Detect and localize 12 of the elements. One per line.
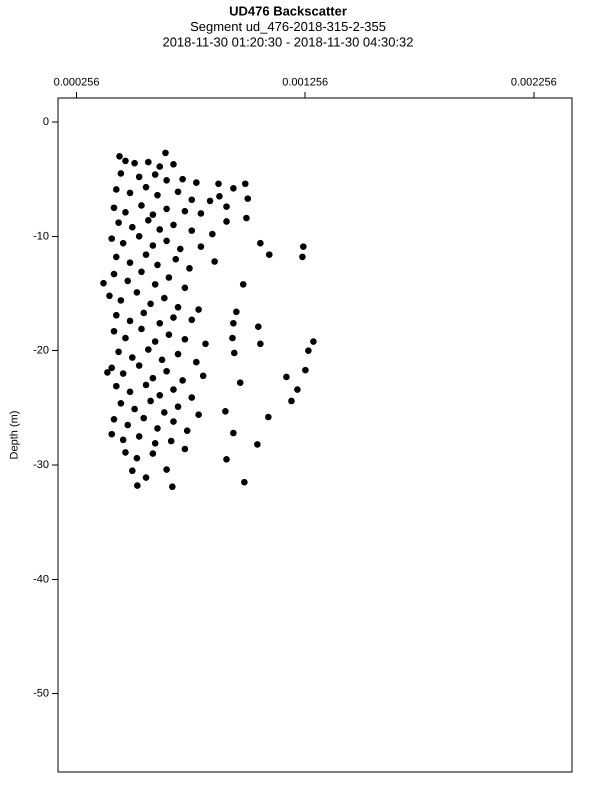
chart-title: UD476 Backscatter bbox=[229, 3, 347, 18]
x-tick-label: 0.001256 bbox=[282, 76, 328, 88]
y-tick-label: -30 bbox=[33, 459, 49, 472]
y-tick-label: -50 bbox=[33, 688, 49, 700]
y-tick-label: -10 bbox=[33, 230, 49, 242]
y-tick-label: 0 bbox=[42, 116, 49, 128]
y-tick-label: -40 bbox=[33, 573, 49, 586]
chart-subtitle: Segment ud_476-2018-315-2-355 2018-11-30 01:20:30 - 2018-11-30 04:30:32 bbox=[162, 18, 414, 50]
x-tick-label: 0.002256 bbox=[510, 76, 557, 88]
y-tick-label: -20 bbox=[33, 344, 49, 357]
y-axis-title: Depth (m) bbox=[8, 410, 21, 460]
x-tick-label: 0.000256 bbox=[54, 76, 100, 88]
